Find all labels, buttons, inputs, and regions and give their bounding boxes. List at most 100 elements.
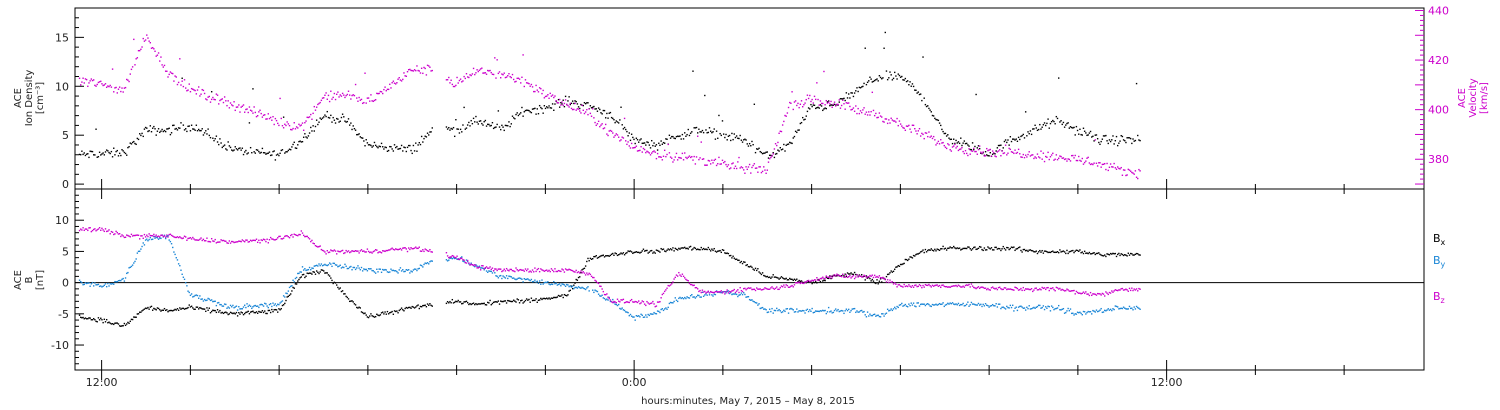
by-point	[1126, 308, 1128, 310]
density-point	[261, 147, 264, 150]
bz-point	[1120, 288, 1122, 290]
velocity-point	[914, 127, 916, 130]
bx-point	[260, 311, 262, 314]
plasma-panel-frame	[74, 7, 1425, 190]
bz-point	[300, 230, 303, 232]
velocity-point	[994, 155, 996, 157]
velocity-point	[1076, 159, 1079, 162]
velocity-point	[373, 99, 376, 102]
bz-point	[953, 285, 955, 287]
bx-point	[934, 248, 936, 251]
density-point	[1069, 126, 1072, 128]
by-point	[714, 293, 717, 296]
bz-point	[293, 233, 295, 235]
bx-point	[241, 312, 244, 314]
velocity-point	[902, 126, 904, 129]
bz-point	[310, 240, 312, 243]
density-point	[568, 96, 570, 98]
by-point	[699, 296, 701, 298]
bz-point	[544, 269, 547, 272]
by-point	[892, 308, 895, 310]
bx-point	[403, 310, 405, 312]
bz-point	[142, 237, 144, 239]
bz-point	[80, 228, 82, 230]
bz-point	[668, 285, 671, 287]
density-point	[968, 145, 970, 147]
velocity-point	[947, 143, 949, 145]
by-point	[582, 287, 584, 289]
bz-point	[1138, 287, 1140, 290]
by-point	[774, 309, 777, 312]
bx-point	[612, 252, 614, 255]
by-point	[502, 275, 504, 277]
density-point	[1034, 124, 1036, 126]
density-point	[945, 135, 948, 137]
by-point	[298, 272, 300, 275]
bz-point	[1104, 295, 1106, 297]
density-point	[890, 74, 892, 76]
velocity-point	[635, 145, 638, 147]
velocity-point	[312, 112, 314, 115]
velocity-point	[884, 118, 886, 120]
bz-point	[882, 276, 884, 279]
bx-point	[817, 278, 819, 281]
velocity-point	[253, 106, 255, 108]
density-point	[790, 142, 792, 144]
by-point	[567, 284, 569, 286]
bx-point	[931, 249, 934, 251]
bx-point	[923, 251, 925, 254]
by-point	[675, 299, 678, 301]
bz-point	[1087, 293, 1089, 295]
bz-point	[356, 250, 358, 252]
velocity-point	[367, 97, 370, 99]
bx-point	[961, 248, 963, 251]
by-point	[957, 302, 960, 305]
density-point	[130, 143, 133, 145]
bz-point	[784, 286, 786, 288]
velocity-point	[330, 90, 332, 92]
by-point	[360, 266, 363, 269]
bx-point	[745, 264, 747, 267]
bz-point	[405, 248, 408, 250]
bx-point	[574, 282, 576, 284]
bz-point	[740, 289, 743, 292]
by-point	[449, 257, 451, 260]
bx-point	[1104, 254, 1106, 256]
density-point	[586, 102, 588, 104]
by-point	[205, 299, 207, 302]
bx-point	[244, 312, 246, 315]
density-point	[970, 148, 973, 151]
bz-point	[236, 241, 239, 243]
density-point	[551, 103, 554, 105]
density-point	[110, 150, 113, 153]
velocity-point	[595, 124, 597, 127]
bx-point	[785, 277, 787, 280]
bz-point	[1016, 287, 1019, 290]
bx-point	[385, 313, 387, 315]
velocity-point	[713, 159, 715, 162]
by-point	[312, 267, 314, 270]
bz-point	[601, 288, 603, 290]
bx-point	[331, 279, 333, 282]
velocity-point	[1098, 162, 1100, 164]
velocity-point	[172, 72, 174, 75]
bz-point	[567, 269, 569, 271]
bz-point	[291, 233, 293, 236]
by-point	[80, 281, 82, 283]
density-point	[1099, 143, 1101, 146]
bx-point	[701, 248, 704, 251]
density-point	[1137, 134, 1139, 137]
bx-point	[206, 307, 208, 309]
bz-point	[285, 235, 287, 237]
velocity-point	[345, 94, 347, 97]
bz-point	[846, 276, 849, 279]
velocity-point	[738, 156, 740, 159]
by-point	[210, 299, 213, 301]
by-point	[617, 303, 620, 306]
velocity-point	[869, 114, 871, 116]
bz-point	[608, 297, 610, 300]
bx-point	[774, 276, 777, 278]
by-point	[1139, 308, 1141, 310]
bx-point	[121, 325, 123, 327]
velocity-point	[104, 83, 107, 85]
